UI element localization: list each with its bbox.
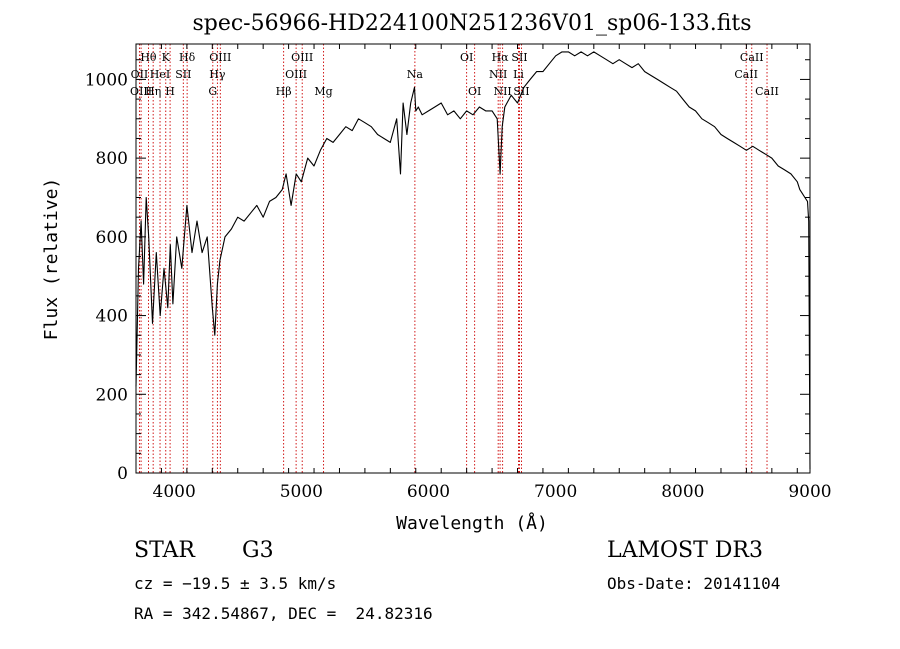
line-label-7: H xyxy=(165,85,175,98)
line-label-22: Li xyxy=(513,68,524,81)
line-label-16: Na xyxy=(407,68,424,81)
line-label-2: OIII xyxy=(130,85,152,98)
line-label-18: OI xyxy=(468,85,481,98)
x-tick-label: 9000 xyxy=(788,482,831,502)
y-tick-label: 0 xyxy=(117,464,128,484)
line-label-10: Hγ xyxy=(209,68,226,81)
line-label-6: SII xyxy=(175,68,191,81)
line-label-14: OIII xyxy=(285,68,307,81)
y-tick-label: 200 xyxy=(96,385,128,405)
redshift-text: cz = −19.5 ± 3.5 km/s xyxy=(134,574,337,593)
line-label-25: CaII xyxy=(740,51,764,64)
x-axis-label: Wavelength (Å) xyxy=(396,512,548,534)
obs-date-text: Obs-Date: 20141104 xyxy=(607,574,781,593)
spectrum-line xyxy=(135,51,811,470)
line-label-5: Hη xyxy=(145,85,161,98)
line-label-27: CaII xyxy=(755,85,779,98)
x-tick-label: 4000 xyxy=(153,482,196,502)
y-tick-label: 1000 xyxy=(85,70,128,90)
line-label-8: Hδ xyxy=(179,51,196,64)
line-label-0: Hθ xyxy=(140,51,157,64)
survey-name: LAMOST DR3 xyxy=(607,538,763,563)
line-label-17: OI xyxy=(460,51,473,64)
line-label-4: HeI xyxy=(150,68,170,81)
object-subclass: G3 xyxy=(242,538,274,563)
line-label-20: SII xyxy=(511,51,527,64)
x-tick-label: 5000 xyxy=(280,482,323,502)
line-label-1: OII xyxy=(131,68,149,81)
y-tick-label: 800 xyxy=(96,149,128,169)
x-tick-label: 8000 xyxy=(661,482,704,502)
line-label-26: CaII xyxy=(734,68,758,81)
y-tick-label: 400 xyxy=(96,307,128,327)
x-tick-label: 6000 xyxy=(407,482,450,502)
line-label-19: Hα xyxy=(492,51,510,64)
line-label-23: NII xyxy=(493,85,511,98)
y-tick-label: 600 xyxy=(96,228,128,248)
y-axis-label: Flux (relative) xyxy=(41,178,62,341)
line-label-9: OIII xyxy=(209,51,231,64)
object-class: STAR xyxy=(134,538,195,563)
line-label-12: Hβ xyxy=(276,85,292,98)
line-label-13: OIII xyxy=(291,51,313,64)
chart-title: spec-56966-HD224100N251236V01_sp06-133.f… xyxy=(192,11,751,36)
line-label-11: G xyxy=(208,85,217,98)
line-label-3: K xyxy=(162,51,171,64)
plot-frame xyxy=(135,43,811,474)
line-label-24: SII xyxy=(513,85,529,98)
line-label-21: NII xyxy=(489,68,507,81)
line-label-15: Mg xyxy=(314,85,332,98)
coordinates-text: RA = 342.54867, DEC = 24.82316 xyxy=(134,604,433,623)
x-tick-label: 7000 xyxy=(534,482,577,502)
